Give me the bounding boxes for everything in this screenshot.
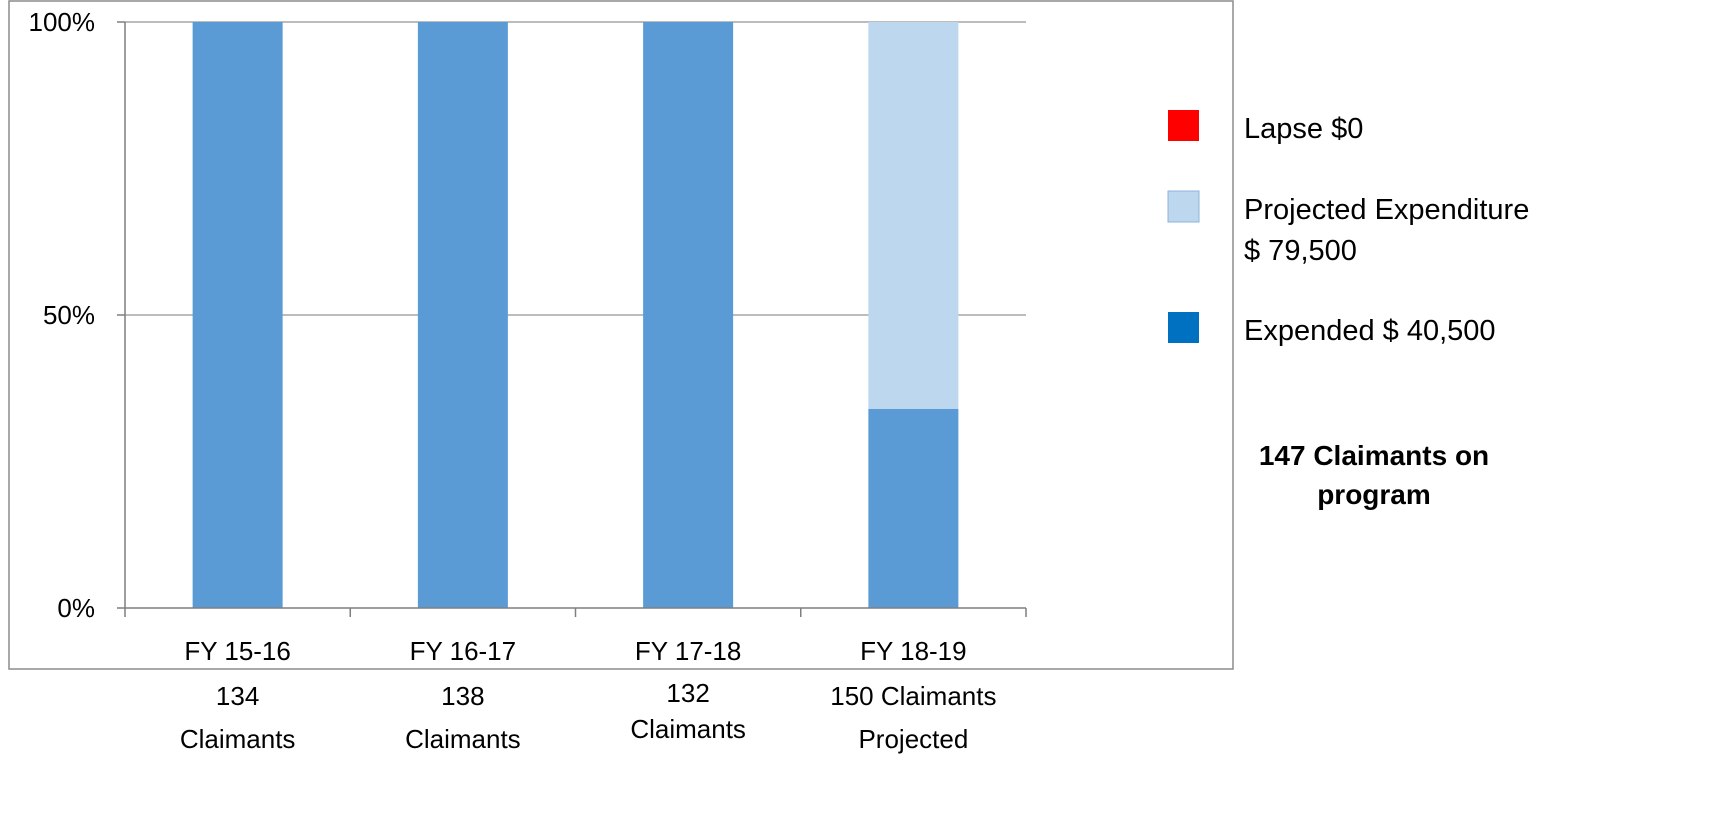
claimants-note: 147 Claimants on program xyxy=(1259,440,1489,510)
claimants-note-line: 147 Claimants on xyxy=(1259,440,1489,471)
x-category-sublabel: Projected xyxy=(858,724,968,754)
x-axis-labels: FY 15-16 134 Claimants FY 16-17 138 Claimants… xyxy=(180,636,997,754)
legend-label: Projected Expenditure xyxy=(1244,194,1529,226)
x-category-label: FY 16-17 xyxy=(410,636,516,666)
legend-label: Expended $ 40,500 xyxy=(1244,315,1496,347)
legend-label: $ 79,500 xyxy=(1244,235,1357,267)
bar-expended-3 xyxy=(868,408,959,608)
y-tick-label: 100% xyxy=(29,7,96,37)
legend-swatch xyxy=(1168,312,1199,343)
y-tick-label: 50% xyxy=(43,300,95,330)
bar-expended-0 xyxy=(192,22,283,608)
chart-border xyxy=(8,0,1234,670)
bar-expended-1 xyxy=(417,22,508,608)
y-tick-labels: 0% 50% 100% xyxy=(29,7,96,623)
bar-projected-3 xyxy=(868,22,959,409)
legend-label: Lapse $0 xyxy=(1244,113,1363,145)
x-category-sublabel: 134 xyxy=(216,681,259,711)
x-category-sublabel: Claimants xyxy=(180,724,296,754)
x-category-sublabel: Claimants xyxy=(405,724,521,754)
legend: Lapse $0 Projected Expenditure $ 79,500 Exp… xyxy=(1167,110,1529,347)
claimants-note-line: program xyxy=(1317,479,1431,510)
x-category-label: FY 17-18 xyxy=(635,636,741,666)
x-category-sublabel: 132 xyxy=(666,678,709,708)
x-category-sublabel: 138 xyxy=(441,681,484,711)
x-category-sublabel: 150 Claimants xyxy=(830,681,996,711)
axes xyxy=(117,21,1027,617)
x-category-label: FY 18-19 xyxy=(860,636,966,666)
legend-swatch xyxy=(1168,110,1199,141)
y-tick-label: 0% xyxy=(57,593,95,623)
legend-swatch xyxy=(1167,190,1200,223)
bar-expended-2 xyxy=(643,22,734,608)
bars xyxy=(192,22,959,608)
x-category-sublabel: Claimants xyxy=(630,714,746,744)
x-category-label: FY 15-16 xyxy=(184,636,290,666)
